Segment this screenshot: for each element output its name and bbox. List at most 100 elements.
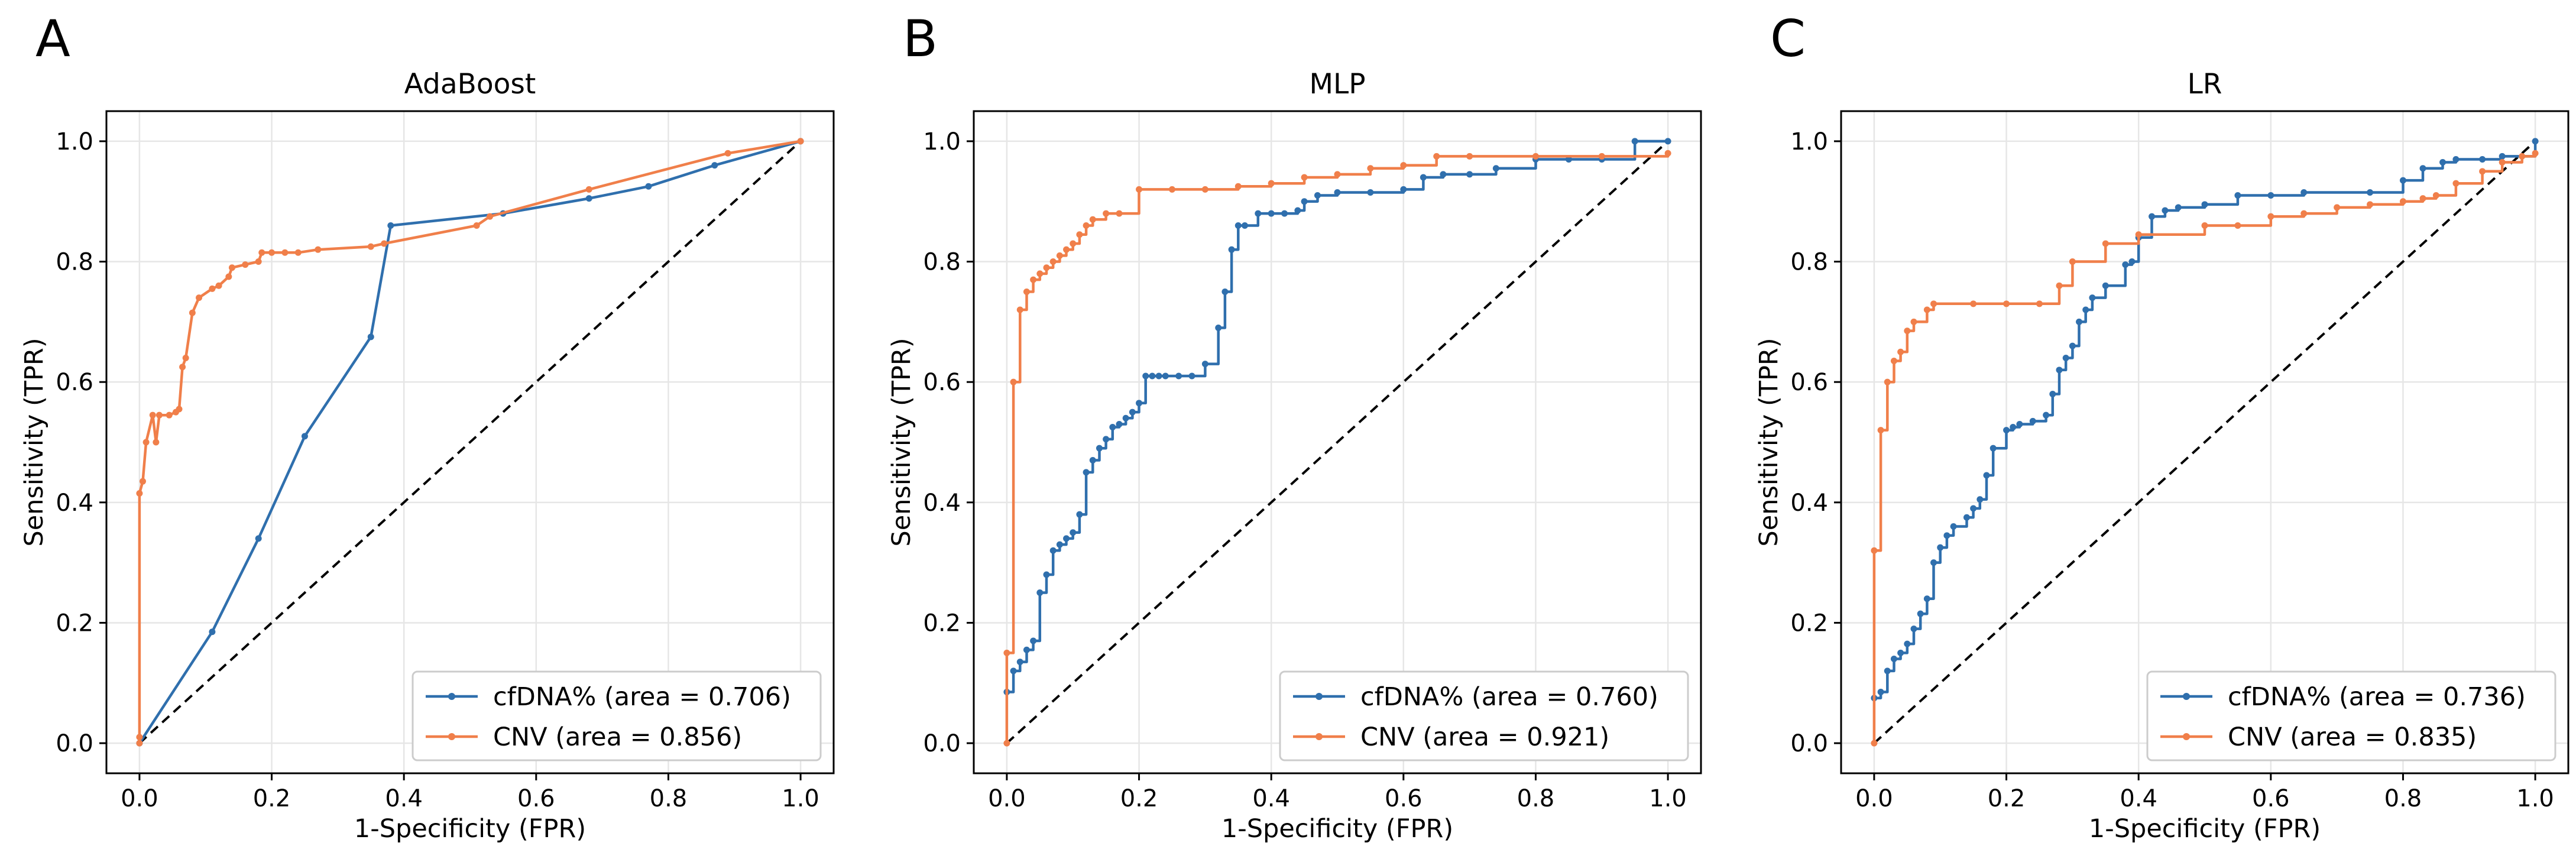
roc-point	[2432, 192, 2439, 199]
roc-point	[1937, 544, 1944, 551]
roc-point	[1433, 153, 1440, 160]
roc-point	[1201, 186, 1208, 193]
roc-point	[258, 249, 265, 256]
roc-point	[2069, 342, 2076, 349]
roc-point	[2010, 424, 2017, 431]
y-tick-label: 0.2	[923, 610, 961, 637]
roc-point	[1897, 348, 1904, 355]
x-tick-label: 0.0	[121, 785, 158, 812]
roc-point	[1215, 325, 1222, 332]
y-axis-label: Sensitivity (TPR)	[20, 338, 49, 546]
plot-frame	[105, 110, 835, 774]
legend-swatch-marker	[448, 693, 455, 700]
roc-point	[1301, 198, 1308, 205]
plot-frame	[973, 110, 1702, 774]
roc-point	[315, 246, 322, 253]
x-tick-label: 0.4	[385, 785, 423, 812]
roc-point	[367, 243, 374, 250]
roc-point	[2128, 258, 2136, 265]
chance-diagonal-line	[138, 140, 802, 744]
legend-swatch-marker	[2183, 693, 2190, 700]
legend: cfDNA% (area = 0.706) CNV (area = 0.856)	[411, 670, 822, 761]
y-tick-label: 0.4	[923, 490, 961, 517]
roc-point	[1221, 288, 1229, 295]
roc-point	[281, 249, 289, 256]
roc-point	[1234, 222, 1242, 229]
roc-point	[2367, 189, 2374, 196]
legend-label: cfDNA% (area = 0.736)	[2228, 682, 2526, 712]
roc-point	[1904, 640, 1911, 647]
chart-title: LR	[2188, 68, 2222, 101]
roc-point	[2479, 168, 2486, 175]
roc-point	[1598, 153, 1605, 160]
roc-point	[2162, 207, 2169, 214]
roc-point	[242, 261, 249, 268]
roc-point	[2419, 165, 2426, 172]
x-tick-label: 0.2	[1120, 785, 1158, 812]
roc-point	[1228, 246, 1235, 253]
roc-point	[209, 285, 216, 292]
roc-curve-cfdna	[1874, 141, 2537, 699]
roc-point	[1016, 306, 1023, 313]
roc-point	[2399, 177, 2406, 184]
roc-point	[2267, 213, 2274, 220]
roc-point	[1930, 559, 1937, 566]
legend-swatch-marker	[2183, 733, 2190, 740]
legend-label: CNV (area = 0.856)	[493, 722, 742, 752]
roc-point	[1631, 138, 1638, 145]
roc-point	[2367, 201, 2374, 208]
legend-label: CNV (area = 0.835)	[2228, 722, 2477, 752]
x-tick-label: 0.6	[1385, 785, 1423, 812]
legend-swatch-marker	[1315, 733, 1323, 740]
y-tick-label: 0.6	[56, 369, 93, 396]
x-tick-label: 1.0	[2516, 785, 2554, 812]
roc-point	[1400, 162, 1407, 169]
roc-point	[1030, 637, 1037, 644]
y-tick-label: 0.0	[923, 730, 961, 757]
roc-point	[1103, 436, 1110, 443]
roc-point	[1314, 192, 1321, 199]
roc-point	[1043, 571, 1050, 578]
roc-point	[1076, 511, 1083, 518]
roc-point	[1168, 186, 1175, 193]
roc-point	[1910, 625, 1917, 633]
roc-point	[1420, 174, 1427, 181]
roc-point	[1010, 378, 1017, 385]
roc-point	[1923, 306, 1930, 313]
roc-point	[1989, 445, 1997, 452]
x-tick-label: 0.8	[2384, 785, 2422, 812]
roc-point	[2452, 155, 2460, 163]
roc-point	[1565, 155, 1572, 163]
roc-point	[1103, 210, 1110, 217]
roc-point	[2334, 204, 2341, 211]
roc-point	[1466, 171, 1473, 178]
roc-point	[1492, 165, 1499, 172]
roc-point	[1268, 210, 1275, 217]
y-tick-label: 1.0	[1790, 128, 1828, 155]
roc-point	[1162, 372, 1169, 380]
roc-point	[2056, 367, 2063, 374]
roc-point	[381, 240, 388, 247]
roc-point	[209, 628, 216, 636]
chart-title: AdaBoost	[404, 68, 536, 101]
roc-point	[268, 249, 276, 256]
roc-point	[2234, 222, 2241, 229]
roc-point	[155, 411, 163, 419]
roc-point	[1367, 165, 1374, 172]
roc-point	[1063, 246, 1070, 253]
roc-point	[166, 411, 173, 419]
roc-point	[140, 478, 146, 485]
roc-point	[2056, 282, 2063, 289]
y-tick-label: 0.2	[56, 610, 93, 637]
x-tick-label: 1.0	[782, 785, 819, 812]
y-tick-label: 0.4	[1790, 490, 1828, 517]
roc-point	[1089, 457, 1096, 464]
roc-point	[1943, 532, 1950, 539]
roc-point	[1970, 300, 1977, 307]
roc-point	[153, 439, 160, 446]
legend-label: cfDNA% (area = 0.706)	[493, 682, 791, 712]
roc-point	[2519, 153, 2526, 160]
roc-point	[2399, 198, 2406, 205]
roc-point	[2082, 306, 2089, 313]
roc-curve-cfdna	[1006, 140, 1668, 693]
